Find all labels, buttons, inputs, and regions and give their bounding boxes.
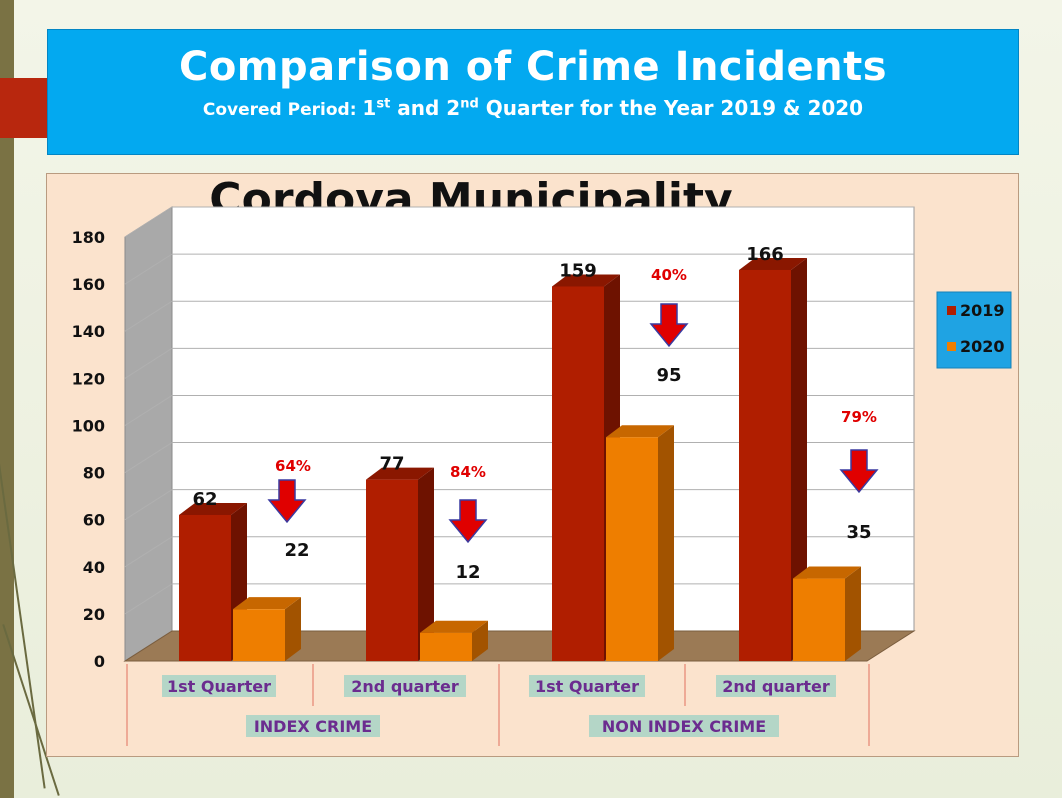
bar-2020-top [606, 425, 674, 438]
down-arrow-icon [448, 499, 488, 544]
bar-2019 [179, 502, 247, 661]
bar-2019-front [366, 479, 418, 661]
category-label-bg [344, 675, 466, 697]
group-label: INDEX CRIME [254, 717, 372, 736]
gridline-side [124, 489, 173, 521]
bar-2020-front [420, 632, 472, 661]
y-tick-label: 0 [94, 652, 105, 671]
y-tick-label: 80 [83, 464, 105, 483]
bar-2019 [739, 257, 807, 661]
gridline-side [124, 583, 173, 615]
chart-panel: Cordova Municipality 0 20 40 60 80 100 120 140 16… [46, 173, 1019, 757]
y-tick-label: 100 [72, 416, 105, 435]
category-label-bg [716, 675, 836, 697]
bar-2020 [606, 425, 674, 661]
gridline-side [124, 300, 173, 332]
subtitle-q1-number: 1 [362, 96, 377, 120]
bar-2020-side [658, 425, 674, 661]
header-banner: Comparison of Crime Incidents Covered Pe… [47, 29, 1019, 155]
bar-2019-top [179, 502, 247, 515]
gridline-side [124, 347, 173, 379]
bar-2019-side [418, 467, 434, 661]
chart-side-wall [124, 206, 173, 662]
category-label: 1st Quarter [167, 677, 271, 696]
group-label-bg [246, 715, 380, 737]
bar-2019-front [552, 286, 604, 661]
chart-legend [936, 291, 1012, 369]
red-accent-tab [0, 78, 48, 138]
bar-2020-top [793, 566, 861, 579]
bar-2019 [366, 467, 434, 661]
bar-2020 [233, 597, 301, 661]
gridline-side [124, 206, 173, 238]
down-arrow-icon [267, 479, 307, 524]
gridline-side [124, 442, 173, 473]
y-tick-label: 140 [72, 322, 105, 341]
legend-label: 2020 [960, 337, 1005, 356]
y-tick-label: 180 [72, 228, 105, 247]
data-label-2020: 95 [656, 365, 681, 386]
group-label: NON INDEX CRIME [602, 717, 766, 736]
y-tick-label: 160 [72, 275, 105, 294]
reduction-percent: 84% [450, 463, 486, 481]
bar-2020-top [233, 597, 301, 610]
legend-swatch [947, 342, 956, 351]
group-label-bg [589, 715, 779, 737]
down-arrow-icon [649, 303, 689, 348]
data-label-2020: 35 [846, 522, 871, 543]
category-label: 1st Quarter [535, 677, 639, 696]
bar-2020-side [472, 620, 488, 661]
category-label: 2nd quarter [722, 677, 830, 696]
data-label-2019: 159 [559, 260, 597, 281]
y-tick-label: 40 [83, 558, 105, 577]
bar-2019-top [739, 257, 807, 270]
bar-2020-top [420, 620, 488, 633]
data-label-2019: 62 [192, 489, 217, 510]
y-tick-label: 120 [72, 369, 105, 388]
y-tick-label: 60 [83, 511, 105, 530]
bar-2020-front [233, 609, 285, 661]
reduction-percent: 40% [651, 266, 687, 284]
subtitle-q2-suffix: nd [460, 96, 479, 112]
data-label-2020: 22 [284, 540, 309, 561]
gridline-side [124, 536, 173, 568]
bar-2019-front [179, 514, 231, 661]
bar-2019-front [739, 269, 791, 661]
bar-2019-top [366, 467, 434, 480]
bar-2020-front [606, 437, 658, 661]
bar-chart: Cordova Municipality02040608010012014016… [72, 174, 1012, 746]
category-label-bg [529, 675, 645, 697]
bar-2019-top [552, 274, 620, 287]
reduction-percent: 79% [841, 408, 877, 426]
subtitle-mid: and 2 [390, 96, 461, 120]
data-label-2019: 166 [746, 244, 784, 265]
data-label-2020: 12 [455, 562, 480, 583]
data-label-2019: 77 [379, 454, 404, 475]
y-tick-label: 20 [83, 605, 105, 624]
legend-swatch [947, 306, 956, 315]
bar-2020 [420, 620, 488, 661]
gridline-side [124, 395, 173, 426]
down-arrow-icon [839, 449, 879, 494]
bar-2020 [793, 566, 861, 661]
reduction-percent: 64% [275, 457, 311, 475]
header-title: Comparison of Crime Incidents [178, 44, 888, 90]
subtitle-prefix: Covered Period: [202, 100, 363, 120]
subtitle-q1-suffix: st [376, 96, 391, 112]
gridline-side [124, 253, 173, 285]
bar-2020-front [793, 578, 845, 661]
category-label-bg [162, 675, 276, 697]
bar-2019-side [791, 257, 807, 661]
bar-2020-side [285, 597, 301, 661]
subtitle-suffix: Quarter for the Year 2019 & 2020 [478, 96, 864, 120]
category-label: 2nd quarter [351, 677, 459, 696]
legend-label: 2019 [960, 301, 1005, 320]
bar-2020-side [845, 566, 861, 661]
left-accent-stripe [0, 0, 14, 798]
header-subtitle: Covered Period: 1st and 2nd Quarter for … [48, 96, 1018, 120]
